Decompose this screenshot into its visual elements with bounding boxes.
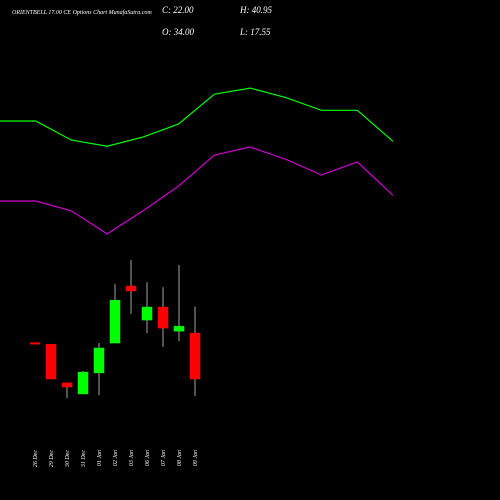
x-tick-label: 01 Jan	[97, 450, 103, 466]
candle-body	[61, 382, 73, 388]
candle-body	[125, 285, 137, 292]
candle-body	[141, 306, 153, 321]
candle-body	[173, 325, 185, 332]
candle-body	[189, 332, 201, 380]
x-tick-label: 07 Jan	[161, 450, 167, 466]
x-tick-label: 02 Jan	[113, 450, 119, 466]
x-tick-label: 09 Jan	[193, 450, 199, 466]
candle-body	[109, 299, 121, 344]
candle-body	[45, 343, 57, 380]
high-label: H: 40.95	[239, 5, 272, 15]
close-label: C: 22.00	[162, 5, 194, 15]
x-tick-label: 26 Dec	[33, 450, 39, 467]
x-tick-label: 30 Dec	[65, 450, 71, 468]
x-tick-label: 29 Dec	[49, 450, 55, 467]
indicator-line	[0, 146, 394, 235]
candle-body	[77, 371, 89, 395]
x-tick-label: 31 Dec	[81, 450, 87, 468]
candle-body	[29, 342, 41, 345]
chart-title: ORIENTBELL 17.00 CE Options Chart Munafa…	[12, 9, 152, 16]
candle-body	[157, 306, 169, 329]
x-tick-label: 06 Jan	[145, 450, 151, 466]
open-label: O: 34.00	[162, 27, 194, 37]
x-tick-label: 08 Jan	[177, 450, 183, 466]
x-tick-label: 03 Jan	[129, 450, 135, 466]
indicator-line	[0, 87, 394, 147]
low-label: L: 17.55	[239, 27, 271, 37]
candle-body	[93, 347, 105, 374]
